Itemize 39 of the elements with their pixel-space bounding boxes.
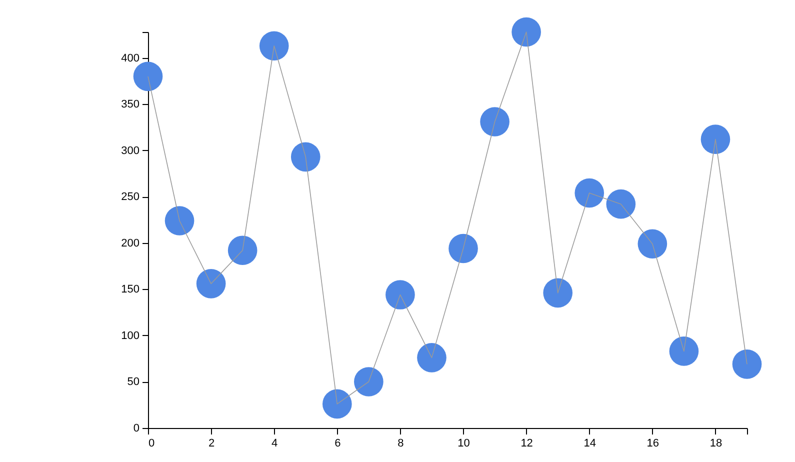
- x-tick-label: 18: [710, 438, 722, 450]
- y-tick-label: 150: [121, 284, 140, 296]
- point: [543, 278, 573, 308]
- point: [700, 124, 730, 154]
- point: [354, 367, 384, 396]
- x-tick-label: 10: [458, 438, 470, 450]
- point: [196, 269, 226, 298]
- point: [386, 280, 415, 310]
- x-tick-label: 8: [398, 438, 404, 450]
- point: [290, 142, 320, 172]
- x-tick-label: 16: [646, 438, 660, 450]
- x-tick-label: 0: [148, 438, 155, 450]
- point: [512, 17, 541, 47]
- y-tick-label: 400: [121, 52, 140, 64]
- point: [606, 189, 636, 219]
- y-tick-label: 100: [121, 330, 140, 342]
- x-tick-label: 4: [272, 438, 278, 450]
- point: [732, 350, 762, 379]
- point: [133, 62, 163, 92]
- y-tick-label: 250: [121, 191, 140, 204]
- y-tick-label: 200: [121, 237, 140, 250]
- point: [259, 31, 289, 61]
- point: [417, 343, 446, 372]
- point: [638, 229, 668, 259]
- point: [448, 234, 478, 264]
- point: [669, 336, 699, 366]
- y-tick-label: 50: [127, 376, 140, 388]
- x-tick-label: 14: [584, 438, 596, 450]
- point: [322, 389, 352, 419]
- point: [574, 178, 604, 208]
- y-tick-label: 300: [121, 144, 140, 157]
- point: [228, 236, 258, 265]
- x-tick-label: 6: [334, 438, 341, 450]
- x-tick-label: 2: [208, 438, 215, 450]
- y-tick-label: 350: [121, 98, 140, 111]
- x-tick-label: 12: [520, 438, 533, 450]
- y-tick-label: 0: [133, 422, 140, 434]
- point: [164, 206, 194, 236]
- point: [480, 107, 510, 136]
